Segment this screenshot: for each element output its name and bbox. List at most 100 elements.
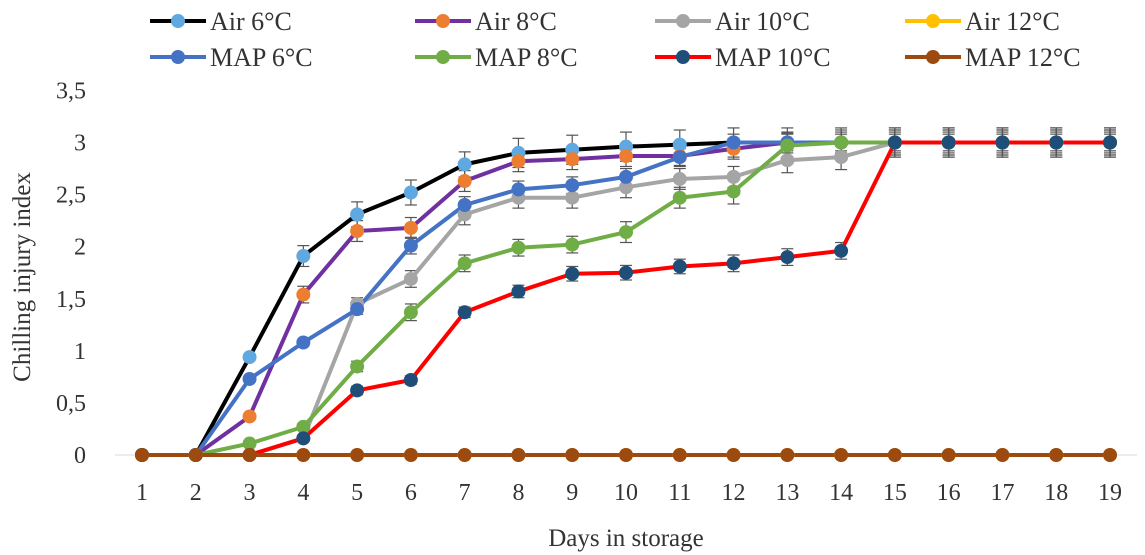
data-point <box>242 371 257 386</box>
legend-marker-swatch <box>171 14 185 28</box>
data-point <box>350 224 365 239</box>
data-point <box>780 153 795 168</box>
data-point <box>1103 135 1117 150</box>
data-point <box>296 287 311 302</box>
data-point <box>511 240 526 255</box>
x-tick-label: 17 <box>990 480 1014 506</box>
x-axis-title: Days in storage <box>548 525 704 552</box>
data-point <box>834 150 849 165</box>
x-tick-label: 11 <box>668 480 691 506</box>
data-point <box>511 448 526 462</box>
data-point <box>350 448 365 462</box>
data-point <box>403 238 418 253</box>
data-point <box>834 135 849 150</box>
data-point <box>565 448 580 462</box>
data-point <box>726 448 741 462</box>
legend-marker-swatch <box>676 50 690 64</box>
x-tick-label: 13 <box>775 480 799 506</box>
data-point <box>1049 448 1064 462</box>
legend-label: MAP 12°C <box>965 43 1081 72</box>
legend-label: Air 12°C <box>965 7 1060 36</box>
data-point <box>457 174 472 189</box>
data-point <box>995 448 1010 462</box>
x-tick-label: 1 <box>136 480 148 506</box>
data-point <box>403 220 418 235</box>
x-tick-label: 15 <box>883 480 907 506</box>
data-point <box>887 135 902 150</box>
legend-item: Air 6°C <box>150 7 292 36</box>
x-tick-label: 14 <box>829 480 853 506</box>
y-tick-label: 3 <box>74 131 86 157</box>
data-point <box>672 150 687 165</box>
data-point <box>457 448 472 462</box>
x-tick-label: 9 <box>566 480 578 506</box>
data-point <box>1049 135 1064 150</box>
data-point <box>941 135 956 150</box>
data-point <box>565 190 580 205</box>
data-point <box>672 190 687 205</box>
data-point <box>565 266 580 281</box>
data-point <box>296 448 311 462</box>
data-point <box>457 198 472 212</box>
y-tick-label: 2 <box>74 235 86 261</box>
legend-marker-swatch <box>171 50 185 64</box>
data-point <box>619 180 633 195</box>
y-tick-label: 2,5 <box>56 183 86 209</box>
y-tick-label: 3,5 <box>56 78 86 104</box>
x-axis-tick-labels: 1 2 3 4 5 6 7 8 9 10 11 12 13 14 15 16 17 18 19 <box>136 480 1122 506</box>
data-point <box>135 448 149 462</box>
x-tick-label: 5 <box>351 480 363 506</box>
legend-marker-swatch <box>676 14 690 28</box>
x-tick-label: 12 <box>722 480 746 506</box>
data-point <box>511 284 526 299</box>
data-point <box>350 302 365 317</box>
legend-marker-swatch <box>926 14 940 28</box>
legend-item: MAP 6°C <box>150 43 313 72</box>
x-tick-label: 7 <box>459 480 471 506</box>
data-point <box>780 250 795 265</box>
x-tick-label: 19 <box>1098 480 1122 506</box>
data-point <box>403 185 418 200</box>
data-point <box>565 152 580 167</box>
x-tick-label: 3 <box>244 480 256 506</box>
chart-legend: Air 6°C Air 8°C Air 10°C Air 12°C MAP 6°C MAP… <box>150 7 1081 72</box>
legend-label: Air 10°C <box>715 7 810 36</box>
data-point <box>188 448 203 462</box>
data-point <box>242 409 257 424</box>
data-point <box>296 249 311 264</box>
data-point <box>672 259 687 274</box>
legend-item: MAP 10°C <box>655 43 831 72</box>
x-tick-label: 4 <box>297 480 309 506</box>
data-point <box>350 359 365 374</box>
legend-label: MAP 6°C <box>210 43 313 72</box>
data-point <box>511 182 526 197</box>
data-point <box>619 169 633 184</box>
x-tick-label: 2 <box>190 480 202 506</box>
legend-item: MAP 12°C <box>905 43 1081 72</box>
x-tick-label: 18 <box>1044 480 1068 506</box>
legend-marker-swatch <box>436 14 450 28</box>
data-point <box>726 169 741 184</box>
data-point <box>242 350 257 365</box>
data-point <box>887 448 902 462</box>
data-point <box>780 138 795 153</box>
data-point <box>511 154 526 169</box>
data-point <box>726 135 741 150</box>
legend-label: MAP 10°C <box>715 43 831 72</box>
data-point <box>403 448 418 462</box>
data-point <box>457 305 472 320</box>
data-point <box>834 243 849 258</box>
legend-item: Air 10°C <box>655 7 810 36</box>
data-point <box>834 448 849 462</box>
data-point <box>457 157 472 172</box>
data-point <box>565 178 580 193</box>
legend-item: Air 12°C <box>905 7 1060 36</box>
data-point <box>242 436 257 451</box>
data-point <box>350 383 365 398</box>
y-axis-tick-labels: 0 0,5 1 1,5 2 2,5 3 3,5 <box>56 78 86 469</box>
x-tick-label: 8 <box>512 480 524 506</box>
y-tick-label: 1 <box>74 339 86 365</box>
legend-label: Air 8°C <box>475 7 557 36</box>
data-point <box>457 256 472 271</box>
data-point <box>296 419 311 434</box>
